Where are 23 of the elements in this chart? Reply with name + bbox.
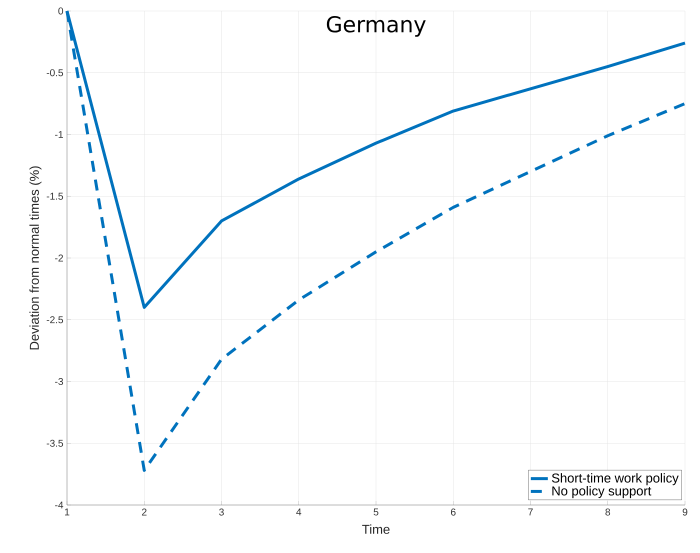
x-axis-title: Time [362,524,390,534]
x-tick-label: 3 [219,508,224,516]
x-tick-label: 8 [605,508,610,516]
legend-label: No policy support [552,486,652,498]
x-tick-label: 6 [450,508,456,516]
y-tick-label: 0 [58,7,64,15]
x-tick-label: 2 [142,508,147,516]
y-tick-label: -1 [55,131,64,138]
x-tick-label: 4 [296,508,302,516]
y-tick-label: -4 [55,502,64,508]
y-tick-label: -3 [55,378,64,386]
y-tick-label: -3.5 [46,440,64,447]
y-tick-label: -2.5 [46,316,64,324]
chart-title: Germany [326,16,426,37]
x-tick-label: 1 [64,508,70,516]
x-tick-label: 5 [374,508,378,516]
legend-label: Short-time work policy [552,473,679,486]
y-tick-label: -0.5 [46,69,64,76]
y-axis-title: Deviation from normal times (%) [29,166,42,350]
x-tick-label: 9 [682,508,688,516]
y-tick-label: -1.5 [46,192,64,200]
y-tick-label: -2 [55,254,63,262]
x-tick-label: 7 [528,508,533,516]
